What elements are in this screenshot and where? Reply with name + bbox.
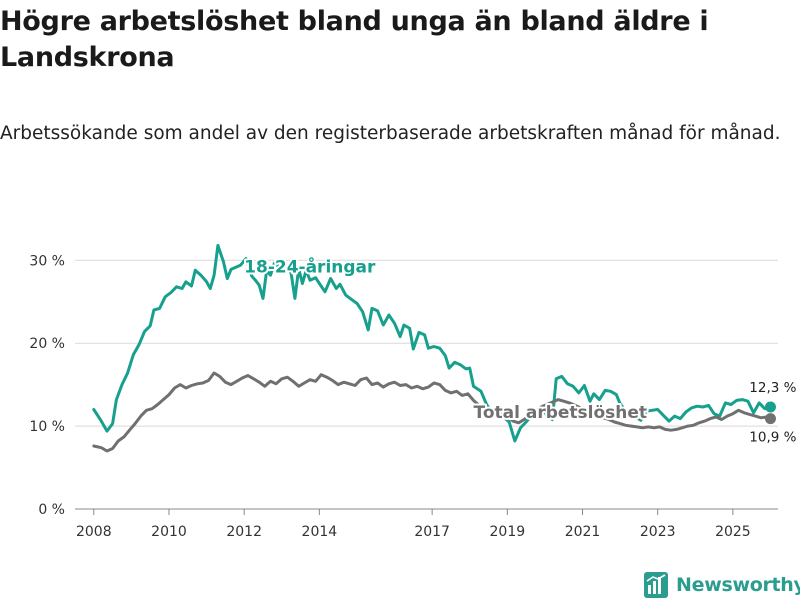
- series-label-youth: 18-24-åringar: [244, 256, 376, 278]
- x-tick-label: 2025: [715, 524, 751, 540]
- y-tick-label: 0 %: [38, 502, 65, 518]
- series-end-dot-youth: [764, 401, 776, 413]
- end-label-youth: 12,3 %: [749, 380, 796, 396]
- brand-logo: Newsworthy: [644, 569, 800, 601]
- brand-name: Newsworthy: [676, 574, 800, 596]
- series-end-dot-total: [764, 413, 776, 425]
- x-tick-label: 2019: [490, 524, 526, 540]
- y-tick-label: 30 %: [29, 253, 65, 269]
- y-tick-label: 20 %: [29, 336, 65, 352]
- chart-subtitle: Arbetssökande som andel av den registerb…: [0, 123, 781, 144]
- series-line-total: [92, 371, 772, 453]
- series-line-youth: [92, 243, 772, 443]
- x-tick-label: 2012: [226, 524, 262, 540]
- x-tick-label: 2014: [302, 524, 338, 540]
- line-chart: 0 % 10 % 20 % 30 % 2008 2010 2012 2014 2017 2019 2…: [29, 243, 797, 540]
- x-tick-label: 2010: [151, 524, 187, 540]
- series-label-total: Total arbetslöshet: [473, 403, 647, 423]
- y-tick-label: 10 %: [29, 419, 65, 435]
- x-tick-label: 2017: [414, 524, 450, 540]
- x-tick-label: 2023: [640, 524, 676, 540]
- end-label-total: 10,9 %: [749, 430, 796, 446]
- x-tick-label: 2008: [76, 524, 112, 540]
- x-tick-label: 2021: [565, 524, 601, 540]
- chart-title: Högre arbetslöshet bland unga än bland ä…: [0, 6, 709, 73]
- newsworthy-logo-icon: [644, 572, 668, 598]
